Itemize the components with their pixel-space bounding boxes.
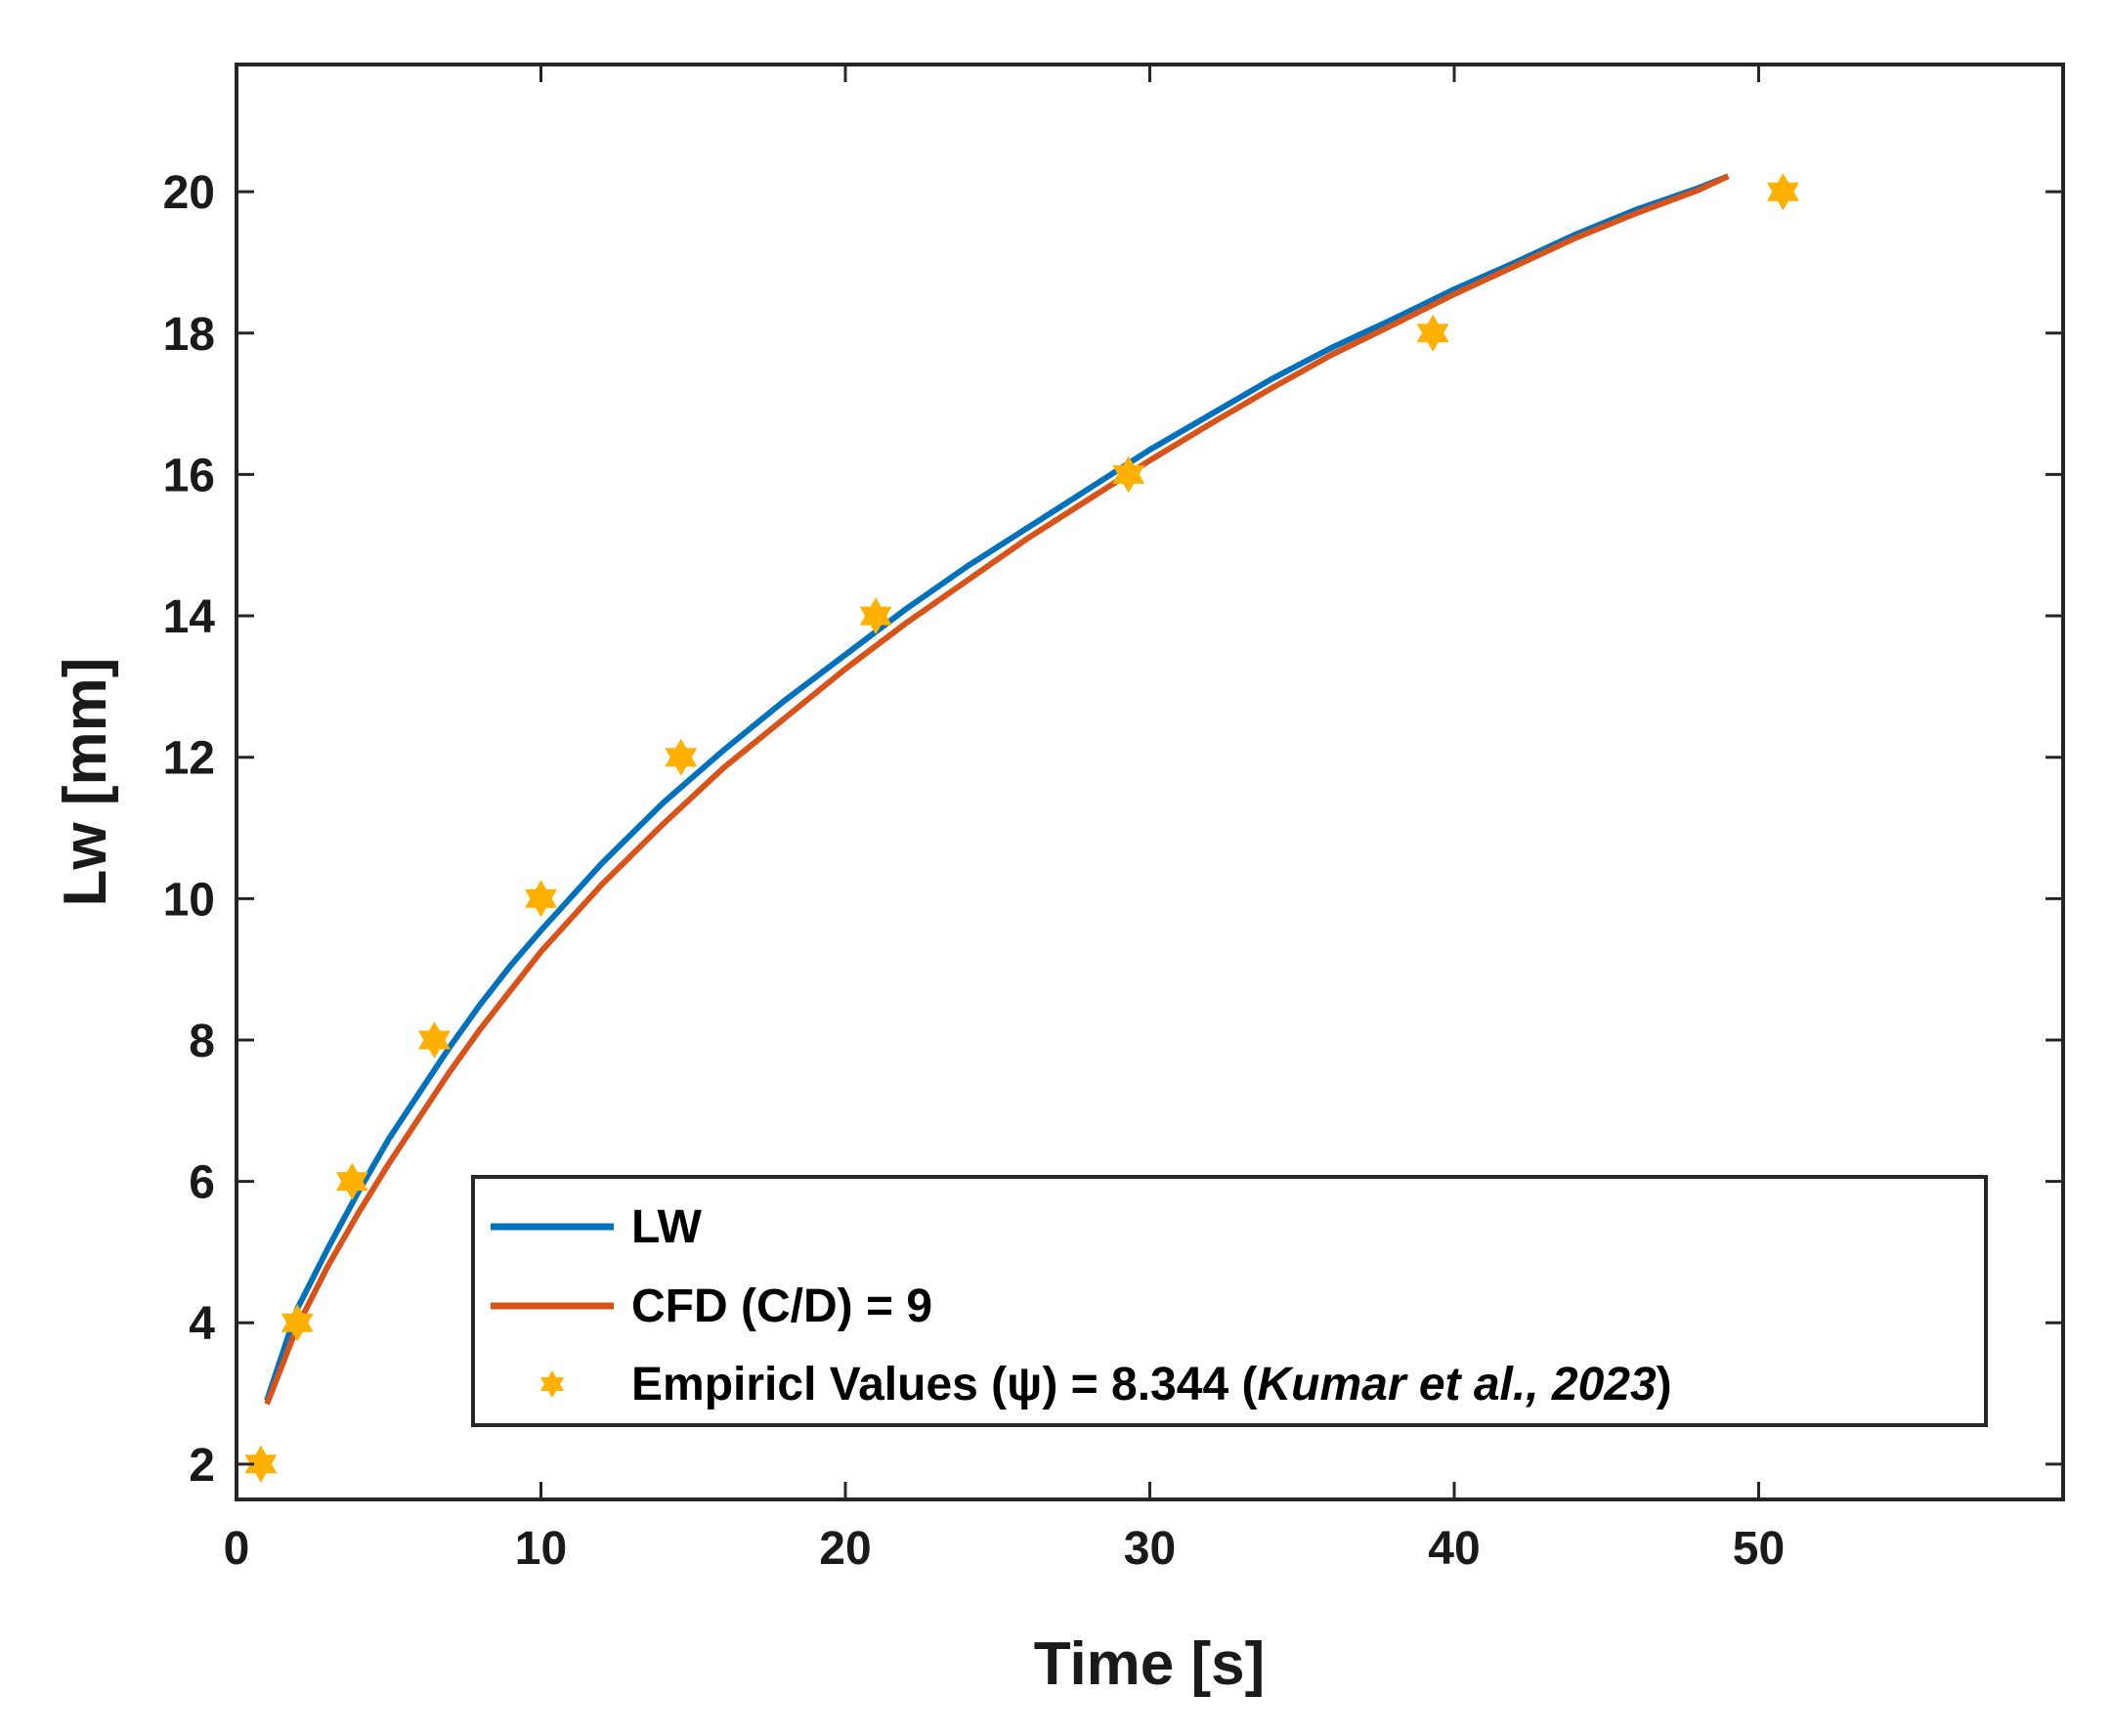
y-tick-label: 6: [189, 1157, 215, 1209]
x-tick-label: 20: [819, 1523, 871, 1575]
empirical-point: [280, 1304, 314, 1342]
x-tick-label: 0: [224, 1523, 250, 1575]
y-tick-label: 4: [189, 1298, 215, 1350]
legend-label-empirical-citation: Kumar et al., 2023: [1257, 1359, 1657, 1410]
legend-label-cfd: CFD (C/D) = 9: [631, 1280, 932, 1332]
empirical-point: [244, 1445, 278, 1483]
x-tick-label: 30: [1124, 1523, 1176, 1575]
legend-label-empirical-suffix: ): [1657, 1359, 1672, 1410]
y-tick-label: 14: [163, 591, 216, 643]
x-axis-title: Time [s]: [1034, 1630, 1266, 1698]
y-axis-title: Lw [mm]: [52, 658, 119, 907]
legend-swatch-empirical: [539, 1370, 565, 1398]
empirical-point: [1767, 173, 1799, 211]
y-tick-label: 20: [163, 167, 215, 219]
y-tick-label: 12: [163, 733, 215, 785]
empirical-point: [1416, 314, 1449, 352]
empirical-point: [418, 1021, 451, 1059]
series-layer: [244, 173, 1799, 1483]
y-tick-label: 18: [163, 309, 215, 361]
legend-box: [471, 1175, 1988, 1427]
legend-label-lw: LW: [631, 1201, 703, 1253]
empirical-point: [1112, 456, 1145, 494]
tick-labels: 0 10 20 30 40 50 2 4 6 8 10 12 14 16 18 20: [163, 167, 1786, 1575]
x-tick-label: 40: [1428, 1523, 1480, 1575]
y-tick-label: 2: [189, 1440, 215, 1492]
empirical-point: [859, 597, 892, 635]
legend-label-empirical: Empiricl Values (ψ) = 8.344 (Kumar et al…: [631, 1359, 1672, 1410]
x-tick-label: 10: [515, 1523, 567, 1575]
series-line-1: [264, 173, 1730, 1406]
empirical-point: [525, 880, 557, 918]
legend: LW CFD (C/D) = 9 Empiricl Values (ψ) = 8…: [471, 1175, 1988, 1427]
empirical-point: [335, 1162, 368, 1200]
y-tick-label: 16: [163, 450, 215, 501]
y-tick-label: 8: [189, 1016, 215, 1067]
empirical-point: [665, 738, 698, 776]
y-tick-label: 10: [163, 874, 215, 926]
plot-frame: [235, 63, 2065, 1501]
x-tick-label: 50: [1733, 1523, 1785, 1575]
legend-label-empirical-main: Empiricl Values (ψ) = 8.344 (: [631, 1359, 1257, 1410]
